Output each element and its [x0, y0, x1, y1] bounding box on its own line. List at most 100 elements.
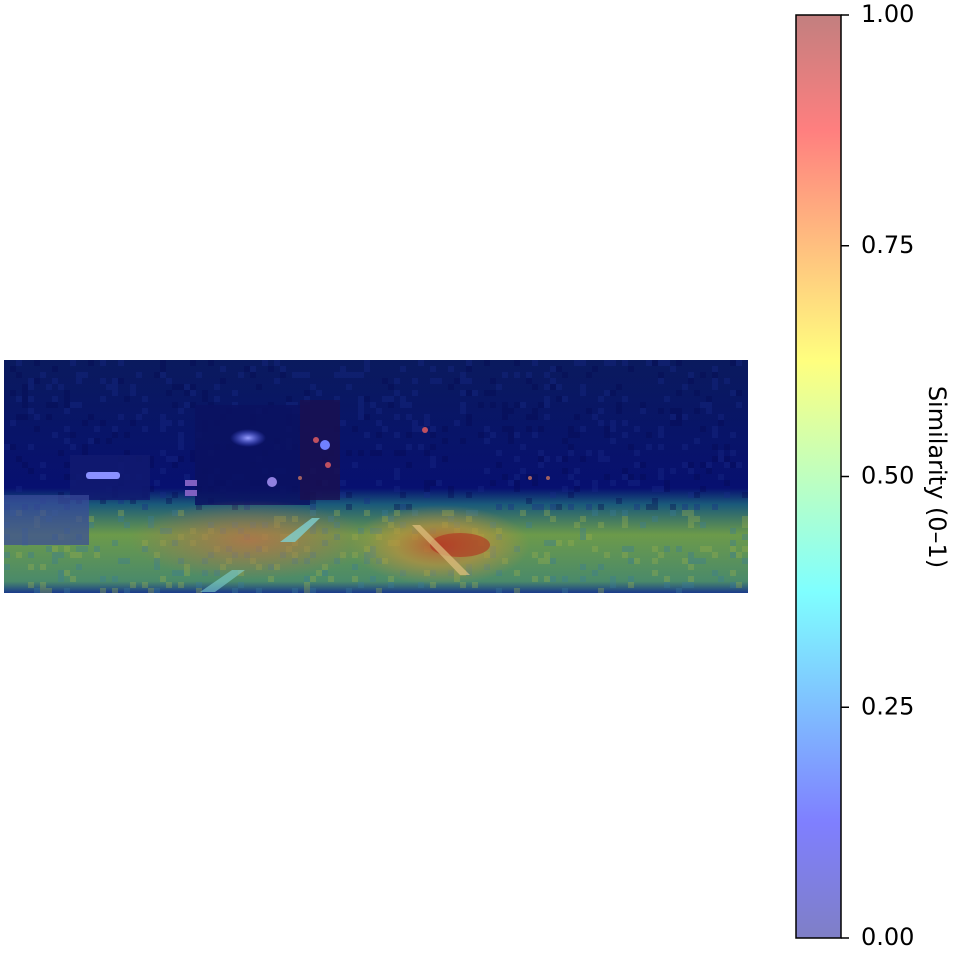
noise-cell [340, 372, 346, 378]
noise-cell [574, 414, 580, 420]
noise-cell [172, 492, 178, 498]
noise-cell [172, 384, 178, 390]
noise-cell [130, 384, 136, 390]
noise-cell [694, 390, 700, 396]
noise-cell [58, 450, 64, 456]
noise-cell [592, 546, 598, 552]
noise-cell [376, 480, 382, 486]
noise-cell [88, 414, 94, 420]
noise-cell [670, 510, 676, 516]
noise-cell [652, 546, 658, 552]
noise-cell [682, 384, 688, 390]
noise-cell [382, 510, 388, 516]
noise-cell [52, 546, 58, 552]
noise-cell [586, 534, 592, 540]
noise-cell [46, 588, 52, 593]
noise-cell [670, 414, 676, 420]
noise-cell [142, 582, 148, 588]
noise-cell [376, 432, 382, 438]
noise-cell [64, 396, 70, 402]
noise-cell [598, 456, 604, 462]
noise-cell [40, 564, 46, 570]
noise-cell [610, 480, 616, 486]
noise-cell [580, 360, 586, 366]
noise-cell [364, 498, 370, 504]
noise-cell [412, 378, 418, 384]
noise-cell [142, 504, 148, 510]
noise-cell [652, 516, 658, 522]
noise-cell [694, 474, 700, 480]
noise-cell [616, 408, 622, 414]
noise-cell [430, 366, 436, 372]
noise-cell [10, 420, 16, 426]
noise-cell [730, 390, 736, 396]
noise-cell [310, 576, 316, 582]
noise-cell [532, 480, 538, 486]
noise-cell [424, 486, 430, 492]
noise-cell [346, 504, 352, 510]
noise-cell [442, 438, 448, 444]
heatmap-image [4, 360, 748, 593]
noise-cell [418, 360, 424, 366]
noise-cell [484, 438, 490, 444]
noise-cell [22, 414, 28, 420]
noise-cell [370, 450, 376, 456]
noise-cell [58, 570, 64, 576]
noise-cell [142, 408, 148, 414]
noise-cell [358, 582, 364, 588]
noise-cell [196, 372, 202, 378]
noise-cell [658, 372, 664, 378]
noise-cell [400, 504, 406, 510]
noise-cell [88, 438, 94, 444]
noise-cell [730, 360, 736, 366]
noise-cell [412, 420, 418, 426]
noise-cell [568, 492, 574, 498]
noise-cell [688, 582, 694, 588]
noise-cell [460, 582, 466, 588]
noise-cell [112, 588, 118, 593]
noise-cell [532, 504, 538, 510]
noise-cell [490, 378, 496, 384]
noise-cell [436, 480, 442, 486]
noise-cell [718, 474, 724, 480]
noise-cell [178, 438, 184, 444]
noise-cell [640, 522, 646, 528]
colorbar-tick-label: 0.50 [861, 462, 914, 490]
noise-cell [106, 438, 112, 444]
noise-cell [52, 366, 58, 372]
noise-cell [64, 570, 70, 576]
noise-cell [172, 570, 178, 576]
noise-cell [28, 444, 34, 450]
noise-cell [376, 444, 382, 450]
noise-cell [160, 366, 166, 372]
noise-cell [712, 456, 718, 462]
noise-cell [562, 438, 568, 444]
noise-cell [610, 390, 616, 396]
noise-cell [160, 360, 166, 366]
noise-cell [514, 432, 520, 438]
noise-cell [628, 480, 634, 486]
noise-cell [424, 450, 430, 456]
noise-cell [40, 474, 46, 480]
noise-cell [652, 504, 658, 510]
noise-cell [598, 588, 604, 593]
noise-cell [310, 384, 316, 390]
noise-cell [394, 450, 400, 456]
noise-cell [622, 516, 628, 522]
noise-cell [364, 360, 370, 366]
noise-cell [88, 360, 94, 366]
noise-cell [550, 492, 556, 498]
noise-cell [430, 444, 436, 450]
noise-cell [598, 420, 604, 426]
noise-cell [346, 588, 352, 593]
noise-cell [730, 462, 736, 468]
noise-cell [556, 540, 562, 546]
noise-cell [430, 426, 436, 432]
noise-cell [280, 372, 286, 378]
noise-cell [490, 390, 496, 396]
noise-cell [424, 492, 430, 498]
noise-cell [298, 372, 304, 378]
noise-cell [580, 384, 586, 390]
noise-cell [544, 510, 550, 516]
noise-cell [598, 522, 604, 528]
